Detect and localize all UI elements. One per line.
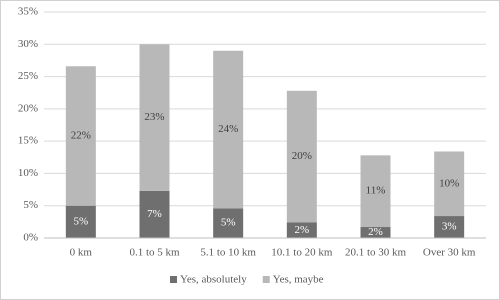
data-label: 2% (368, 226, 383, 238)
bar-segment (65, 205, 96, 238)
data-label: 2% (294, 224, 309, 236)
bar-segment (65, 66, 96, 206)
bar-segment (286, 222, 317, 238)
x-tick-label: 0 km (70, 247, 93, 259)
y-tick-label: 10% (18, 167, 38, 179)
y-tick-label: 15% (18, 135, 38, 147)
bar-segment (286, 90, 317, 223)
legend-swatch (170, 276, 177, 283)
bar-segment (213, 208, 244, 238)
data-label: 3% (442, 221, 457, 233)
bar-segment (360, 155, 391, 228)
x-tick-label: 20.1 to 30 km (345, 247, 407, 259)
legend-label: Yes, absolutely (180, 274, 247, 286)
bar-segment (139, 44, 170, 191)
data-label: 24% (218, 123, 238, 135)
y-tick-label: 5% (23, 199, 38, 211)
bar-segment (434, 151, 465, 217)
x-tick-label: 5.1 to 10 km (200, 247, 256, 259)
bar-segment (139, 190, 170, 238)
data-label: 23% (144, 111, 164, 123)
x-tick-label: Over 30 km (423, 247, 476, 259)
data-label: 11% (366, 185, 386, 197)
y-tick-label: 0% (23, 232, 38, 244)
legend-swatch (262, 276, 270, 283)
data-label: 7% (147, 208, 162, 220)
y-tick-label: 30% (18, 38, 38, 50)
data-label: 5% (221, 217, 236, 229)
y-tick-label: 35% (18, 6, 38, 18)
legend-label: Yes, maybe (273, 274, 324, 286)
bar-segment (213, 50, 244, 209)
y-tick-label: 20% (18, 102, 38, 114)
bar-segment (360, 227, 391, 238)
bar-segment (434, 216, 465, 238)
data-label: 22% (71, 130, 91, 142)
data-label: 20% (292, 150, 312, 162)
y-tick-label: 25% (18, 70, 38, 82)
data-label: 5% (73, 215, 88, 227)
data-label: 10% (439, 177, 459, 189)
x-tick-label: 0.1 to 5 km (129, 247, 180, 259)
x-tick-label: 10.1 to 20 km (271, 247, 333, 259)
